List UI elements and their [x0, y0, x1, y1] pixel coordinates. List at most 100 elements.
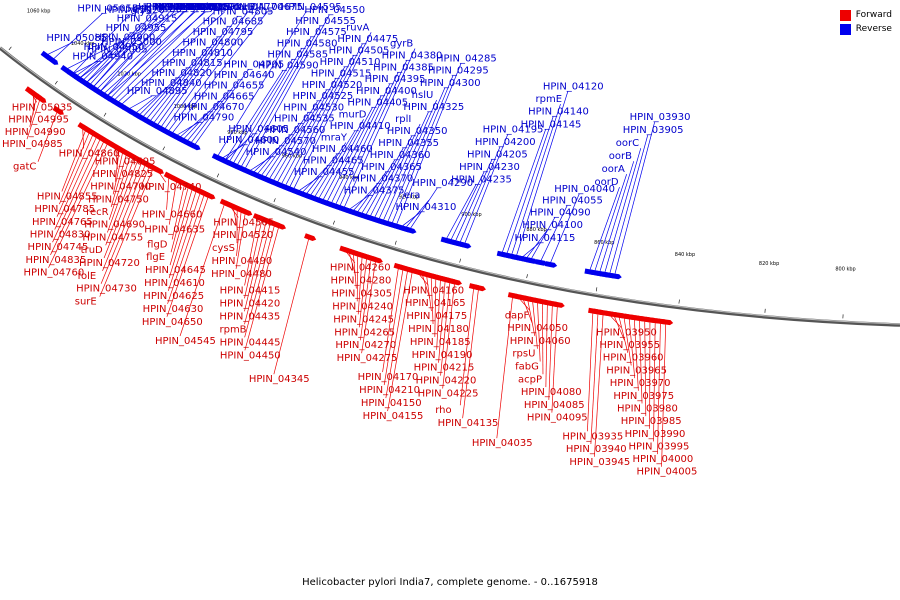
gene-label: HPIN_04590 — [258, 61, 319, 72]
gene-label: HPIN_04415 — [220, 285, 281, 296]
gene-label: HPIN_04310 — [396, 202, 457, 213]
gene-label: HPIN_04420 — [219, 298, 280, 309]
leader-line — [382, 266, 399, 373]
reverse-gene-block — [188, 141, 201, 151]
leader-line — [85, 23, 142, 84]
leader-line — [178, 111, 209, 139]
gene-label: HPIN_04865 — [127, 4, 188, 15]
leader-line — [385, 269, 409, 399]
gene-label: HPIN_04520 — [302, 80, 363, 91]
leader-line — [107, 157, 135, 233]
leader-line — [236, 210, 242, 256]
gene-label: oorD — [595, 177, 619, 188]
leader-line — [454, 159, 493, 243]
gene-label: HPIN_04585 — [267, 49, 328, 60]
gene-label: HPIN_04200 — [475, 137, 536, 148]
forward-gene-block — [152, 165, 164, 175]
leader-line — [530, 217, 556, 261]
gene-label: HPIN_04955 — [106, 23, 167, 34]
forward-gene-blocks — [24, 86, 674, 326]
leader-line — [189, 79, 239, 145]
gene-label: HPIN_04550 — [304, 5, 365, 16]
leader-line — [26, 98, 41, 140]
reverse-gene-block — [219, 156, 232, 166]
tick-label: 840 kbp — [675, 252, 695, 258]
leader-line — [438, 279, 446, 363]
legend-reverse-label: Reverse — [855, 24, 892, 34]
leader-line — [163, 11, 248, 131]
gene-label: HPIN_04435 — [219, 311, 280, 322]
gene-label: HPIN_04540 — [246, 147, 307, 158]
leader-line — [613, 314, 625, 341]
gene-label: HPIN_04325 — [403, 102, 464, 113]
gene-label: HPIN_04080 — [521, 387, 582, 398]
gene-label: rho — [435, 405, 451, 416]
tick-mark — [103, 112, 107, 117]
leader-line — [51, 13, 103, 61]
tick-label: 1020 kbp — [117, 72, 141, 78]
gene-label: HPIN_04635 — [144, 225, 205, 236]
gene-label: HPIN_04225 — [418, 389, 479, 400]
leader-line — [280, 66, 345, 186]
leader-line — [292, 32, 372, 191]
leader-line — [421, 273, 431, 299]
leader-line — [105, 159, 139, 246]
forward-swatch — [839, 9, 851, 21]
gene-label: HPIN_04115 — [515, 233, 576, 244]
leader-line — [608, 313, 622, 328]
gene-label: HPIN_04505 — [329, 45, 390, 56]
gene-label: HPIN_04000 — [632, 454, 693, 465]
leader-line — [326, 95, 382, 204]
leader-line — [537, 300, 541, 362]
gene-label: HPIN_05055 — [77, 4, 138, 15]
gene-label: HPIN_04720 — [79, 258, 140, 269]
gene-label: HPIN_04230 — [459, 162, 520, 173]
leader-line — [360, 159, 396, 216]
gene-label: HPIN_05035 — [12, 102, 73, 113]
leader-line — [301, 165, 329, 194]
gene-label: HPIN_04830 — [30, 229, 91, 240]
leader-line — [539, 205, 568, 263]
leader-line — [496, 295, 514, 439]
leader-line — [369, 135, 413, 218]
gene-label: HPIN_04450 — [220, 350, 281, 361]
gene-label: mraY — [321, 133, 348, 144]
forward-gene-block — [240, 207, 253, 216]
legend-forward: Forward — [839, 8, 892, 22]
gene-label: gatC — [13, 162, 36, 173]
leader-line — [92, 11, 164, 89]
gene-label: HPIN_04100 — [522, 220, 583, 231]
leader-line — [134, 87, 167, 115]
leader-line — [244, 222, 271, 325]
leader-line — [436, 278, 441, 350]
leader-line — [343, 48, 416, 210]
forward-gene-block — [163, 171, 176, 181]
forward-gene-block — [171, 175, 184, 185]
gene-label: HPIN_04630 — [143, 304, 204, 315]
gene-label: era — [404, 190, 420, 201]
leader-line — [244, 225, 280, 351]
gene-label: HPIN_03930 — [630, 112, 691, 123]
leader-line — [235, 211, 246, 269]
gene-label: folE — [78, 271, 97, 282]
gene-label: gpsA — [189, 2, 214, 13]
gene-label: HPIN_04475 — [337, 34, 398, 45]
leader-line — [382, 99, 437, 223]
gene-label: HPIN_04035 — [472, 438, 533, 449]
gene-label: HPIN_04460 — [312, 144, 373, 155]
gene-label: HPIN_04835 — [25, 255, 86, 266]
forward-gene-block — [473, 284, 486, 292]
gene-label: HPIN_04985 — [2, 139, 63, 150]
leader-line — [252, 145, 281, 174]
tick-label: 980 kbp — [227, 130, 247, 136]
tick-label: 1000 kbp — [174, 104, 198, 110]
leader-line — [525, 229, 548, 260]
leader-line — [338, 60, 407, 208]
gene-label: HPIN_04145 — [521, 119, 582, 130]
gene-label: HPIN_04760 — [23, 268, 84, 279]
gene-label: HPIN_04885 — [170, 2, 231, 13]
leader-line — [404, 199, 430, 229]
gene-label: HPIN_04385 — [373, 62, 434, 73]
leader-line — [167, 193, 205, 304]
